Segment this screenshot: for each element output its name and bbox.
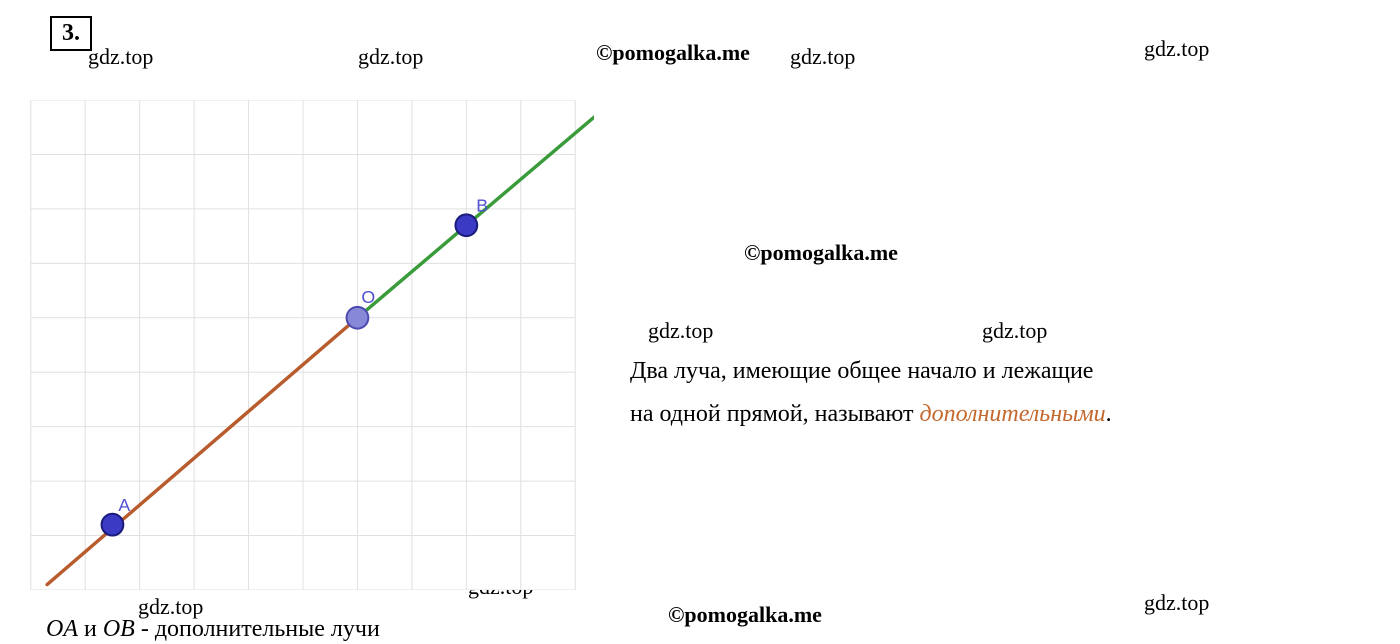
diagram-caption: OA и OB - дополнительные лучи (46, 616, 380, 643)
watermark: gdz.top (648, 318, 713, 344)
watermark: gdz.top (358, 44, 423, 70)
definition-line2: на одной прямой, называют дополнительным… (630, 393, 1390, 436)
point-label-B: B (476, 195, 488, 215)
caption-oa: OA (46, 616, 78, 642)
point-label-A: A (118, 495, 130, 515)
definition-line1: Два луча, имеющие общее начало и лежащие (630, 350, 1390, 393)
watermark: ©pomogalka.me (744, 240, 898, 266)
watermark: ©pomogalka.me (668, 602, 822, 628)
geometry-diagram: A O B (12, 100, 594, 590)
definition-line2-suffix: . (1106, 401, 1112, 427)
caption-rest: - дополнительные лучи (135, 616, 380, 642)
definition-highlight: дополнительными (920, 401, 1106, 427)
definition-line2-prefix: на одной прямой, называют (630, 401, 920, 427)
diagram-svg: A O B (12, 100, 594, 590)
point-O (347, 307, 369, 329)
problem-number-text: 3 (62, 20, 74, 46)
watermark: ©pomogalka.me (596, 40, 750, 66)
caption-and: и (78, 616, 103, 642)
watermark: gdz.top (790, 44, 855, 70)
point-label-O: O (361, 287, 375, 307)
definition-text: Два луча, имеющие общее начало и лежащие… (630, 350, 1390, 436)
watermark: gdz.top (982, 318, 1047, 344)
watermark: gdz.top (1144, 590, 1209, 616)
caption-ob: OB (103, 616, 135, 642)
watermark: gdz.top (1144, 36, 1209, 62)
problem-number: 3. (50, 16, 92, 51)
point-B (455, 214, 477, 236)
watermark: gdz.top (88, 44, 153, 70)
point-A (102, 514, 124, 536)
